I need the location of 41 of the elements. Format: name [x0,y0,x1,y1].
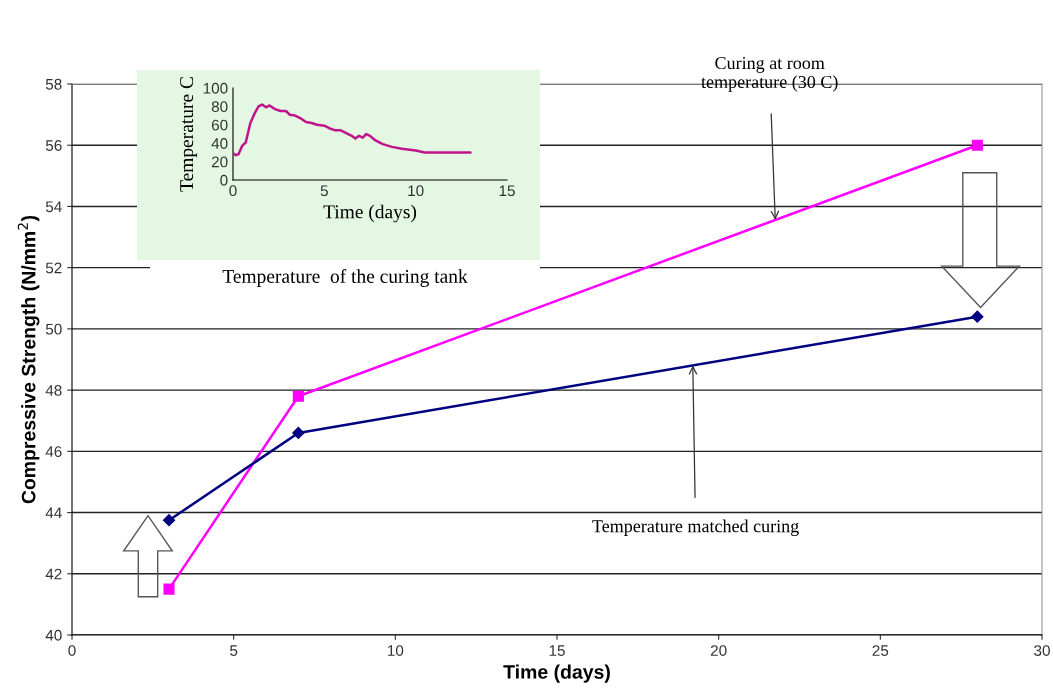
x-axis-title: Time (days) [503,664,610,683]
y-tick-label: 52 [45,262,62,274]
y-axis-title: Compressive Strength (N/mm$^{2}$) [17,215,40,504]
x-tick-label: 15 [499,185,515,197]
x-tick-label: 10 [408,185,424,197]
y-tick-label: 44 [45,507,62,519]
x-tick-label: 0 [68,645,76,656]
text: Temperature of the curing tank [222,269,468,287]
y-tick-label: 48 [45,384,62,396]
point [292,390,304,402]
y-tick-label: 100 [203,82,228,94]
y-tick-label: 58 [45,78,62,90]
x-tick-label: 20 [710,645,727,656]
point [163,583,175,595]
x-tick-label: 5 [230,645,238,656]
point [971,310,984,323]
point [162,514,176,527]
line-series [233,103,472,157]
x-tick-label: 0 [229,185,237,197]
annotation: Curing at room temperature (30 C) [701,56,838,92]
x-tick-label: 15 [549,645,565,656]
y-tick-label: 40 [45,629,62,641]
y-axis-title: Temperature C [180,77,198,192]
x-axis-title: Time (days) [323,204,417,223]
y-tick-label: 0 [220,174,228,186]
point [971,139,983,151]
y-tick-label: 60 [211,119,228,131]
y-tick-label: 40 [211,138,228,149]
x-tick-label: 25 [872,645,889,656]
y-tick-label: 46 [45,446,62,458]
y-tick-label: 50 [45,323,62,335]
x-tick-label: 5 [320,185,328,197]
annotation: Temperature matched curing [592,519,799,537]
y-tick-label: 20 [211,156,228,168]
y-tick-label: 56 [45,140,62,151]
y-tick-label: 42 [45,568,62,580]
x-tick-label: 10 [388,645,404,656]
y-tick-label: 80 [211,101,228,113]
y-tick-label: 54 [45,201,62,213]
x-tick-label: 30 [1034,645,1050,656]
point [292,426,305,440]
